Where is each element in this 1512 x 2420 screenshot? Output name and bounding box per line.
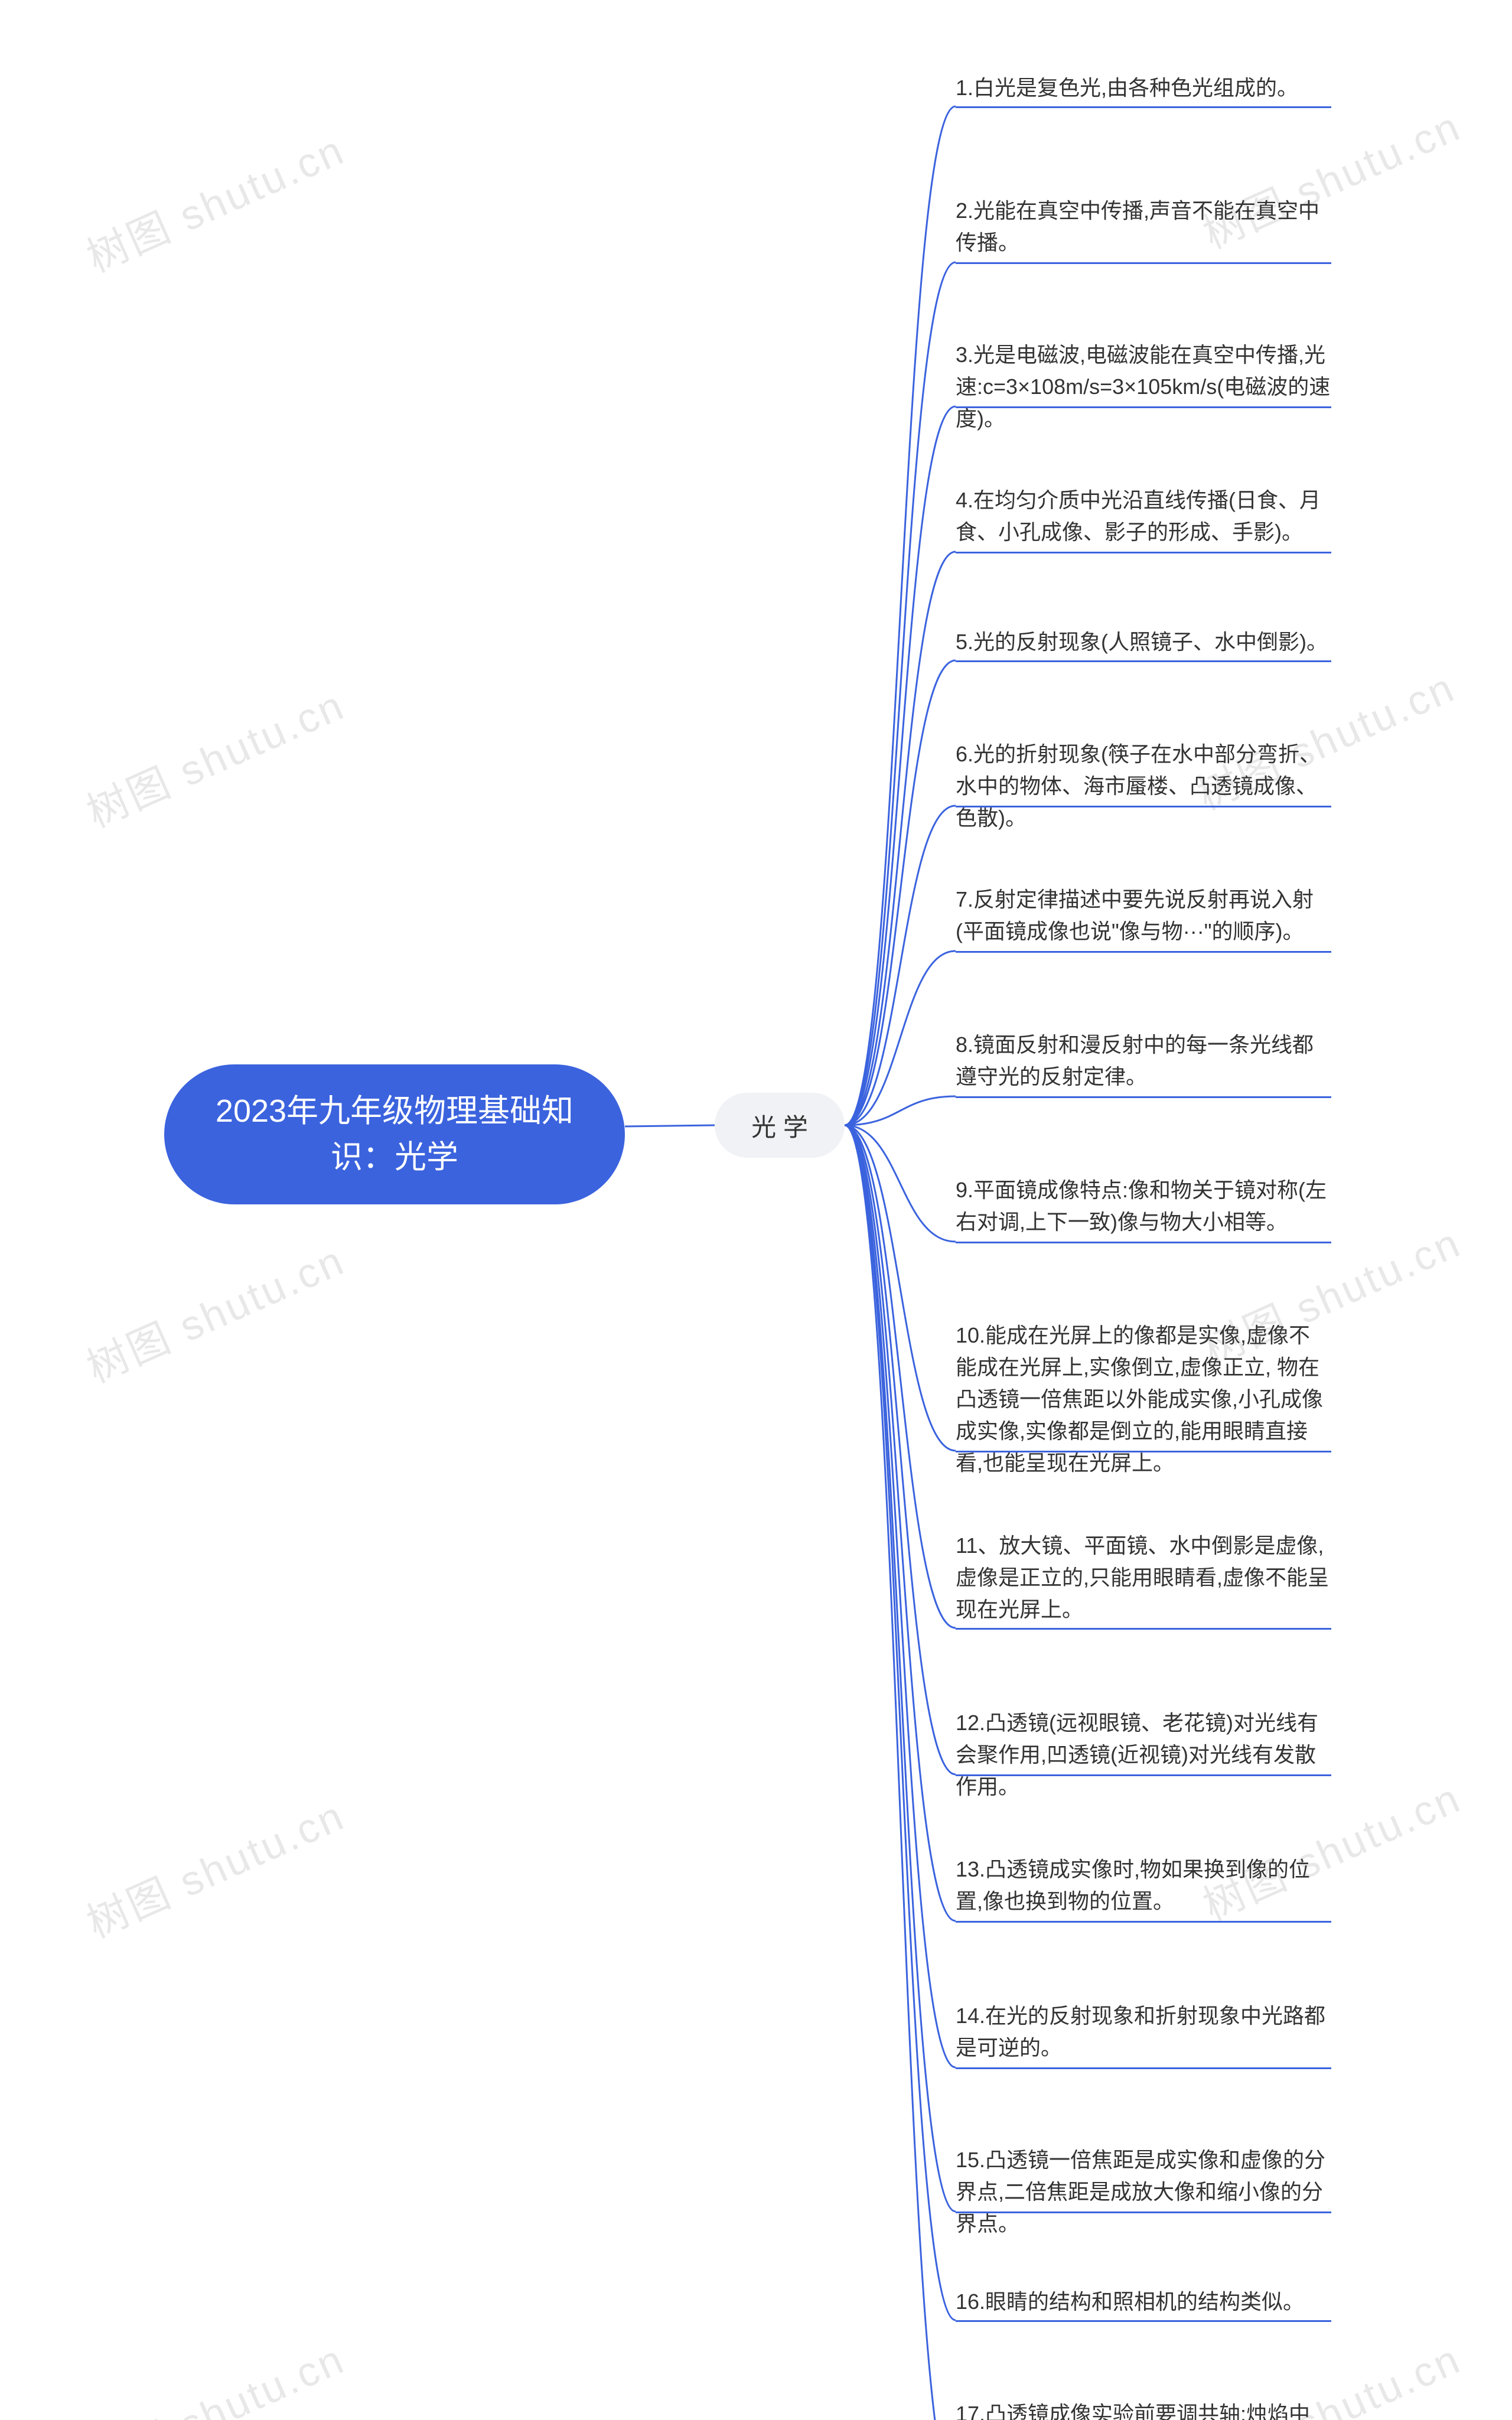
leaf-underline: [956, 1096, 1331, 1098]
leaf-node[interactable]: 2.光能在真空中传播,声音不能在真空中传播。: [956, 195, 1331, 259]
leaf-underline: [956, 406, 1331, 408]
root-label: 2023年九年级物理基础知识：光学: [206, 1088, 584, 1181]
leaf-node[interactable]: 11、放大镜、平面镜、水中倒影是虚像,虚像是正立的,只能用眼睛看,虚像不能呈现在…: [956, 1530, 1331, 1626]
category-node[interactable]: 光 学: [715, 1093, 845, 1158]
leaf-underline: [956, 1451, 1331, 1452]
root-node[interactable]: 2023年九年级物理基础知识：光学: [164, 1064, 625, 1204]
leaf-underline: [956, 951, 1331, 953]
watermark: 树图 shutu.cn: [76, 1227, 353, 1395]
leaf-node[interactable]: 3.光是电磁波,电磁波能在真空中传播,光速:c=3×108m/s=3×105km…: [956, 339, 1331, 435]
leaf-underline: [956, 1921, 1331, 1923]
leaf-underline: [956, 262, 1331, 264]
leaf-node[interactable]: 16.眼睛的结构和照相机的结构类似。: [956, 2286, 1331, 2318]
leaf-underline: [956, 1242, 1331, 1243]
leaf-node[interactable]: 12.凸透镜(远视眼镜、老花镜)对光线有会聚作用,凹透镜(近视镜)对光线有发散作…: [956, 1707, 1331, 1803]
leaf-node[interactable]: 7.反射定律描述中要先说反射再说入射(平面镜成像也说"像与物···"的顺序)。: [956, 884, 1331, 947]
leaf-underline: [956, 106, 1331, 108]
leaf-node[interactable]: 10.能成在光屏上的像都是实像,虚像不能成在光屏上,实像倒立,虚像正立, 物在凸…: [956, 1320, 1331, 1479]
leaf-underline: [956, 1774, 1331, 1776]
leaf-underline: [956, 660, 1331, 662]
leaf-underline: [956, 552, 1331, 553]
watermark: 树图 shutu.cn: [76, 117, 353, 284]
leaf-node[interactable]: 9.平面镜成像特点:像和物关于镜对称(左右对调,上下一致)像与物大小相等。: [956, 1174, 1331, 1238]
leaf-node[interactable]: 13.凸透镜成实像时,物如果换到像的位置,像也换到物的位置。: [956, 1854, 1331, 1917]
leaf-underline: [956, 2320, 1331, 2322]
leaf-node[interactable]: 5.光的反射现象(人照镜子、水中倒影)。: [956, 626, 1331, 658]
category-label: 光 学: [751, 1108, 808, 1144]
leaf-underline: [956, 2067, 1331, 2069]
leaf-node[interactable]: 4.在均匀介质中光沿直线传播(日食、月食、小孔成像、影子的形成、手影)。: [956, 484, 1331, 548]
leaf-underline: [956, 806, 1331, 807]
leaf-underline: [956, 1628, 1331, 1630]
watermark: 树图 shutu.cn: [76, 1783, 353, 1950]
mindmap-canvas: 树图 shutu.cn 树图 shutu.cn 树图 shutu.cn 树图 shut…: [0, 0, 1512, 2420]
leaf-underline: [956, 2211, 1331, 2213]
leaf-node[interactable]: 1.白光是复色光,由各种色光组成的。: [956, 72, 1331, 104]
leaf-node[interactable]: 17.凸透镜成像实验前要调共轴:烛焰中心、透镜光心、和光屏中心在同一高度,目的是…: [956, 2398, 1331, 2420]
leaf-node[interactable]: 14.在光的反射现象和折射现象中光路都是可逆的。: [956, 2000, 1331, 2064]
leaf-node[interactable]: 15.凸透镜一倍焦距是成实像和虚像的分界点,二倍焦距是成放大像和缩小像的分界点。: [956, 2144, 1331, 2240]
watermark: 树图 shutu.cn: [76, 2326, 353, 2420]
watermark: 树图 shutu.cn: [76, 672, 353, 839]
leaf-node[interactable]: 8.镜面反射和漫反射中的每一条光线都遵守光的反射定律。: [956, 1029, 1331, 1093]
leaf-node[interactable]: 6.光的折射现象(筷子在水中部分弯折、水中的物体、海市蜃楼、凸透镜成像、色散)。: [956, 738, 1331, 834]
